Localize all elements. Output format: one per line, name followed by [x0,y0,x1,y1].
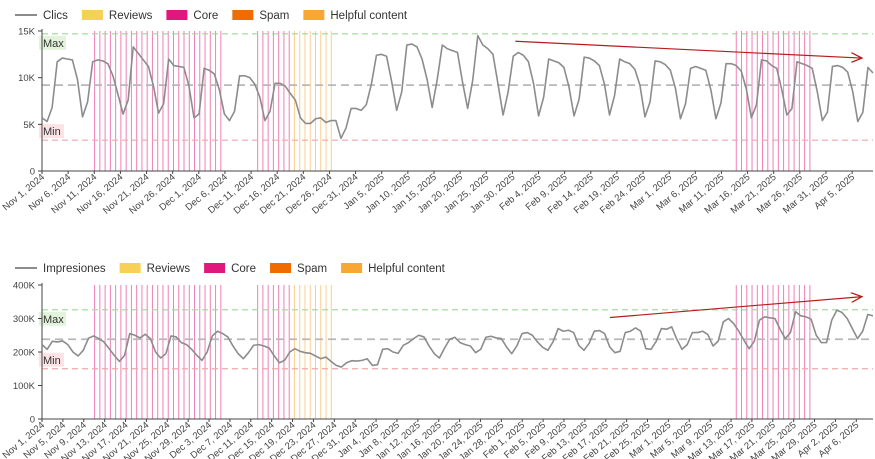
legend-box-swatch [341,263,363,273]
trend-arrow [609,297,861,319]
legend-box-swatch [166,10,188,20]
update-bands [94,31,811,171]
legend-label: Spam [259,10,289,22]
reference-lines: Max Min [39,33,873,141]
legend-box-swatch [204,263,226,273]
legend-item-helpful-content[interactable]: Helpful content [303,10,408,22]
y-tick-label: 10K [18,73,36,84]
series-line-impresiones [41,309,874,368]
y-tick-label: 100K [13,381,36,392]
legend-label: Reviews [147,263,191,275]
legend: Clics Reviews Core Spam Helpful content [15,10,408,22]
legend-label: Helpful content [330,10,408,22]
legend-item-spam[interactable]: Spam [232,10,289,22]
legend-label: Clics [43,10,68,22]
reference-lines: Max Min [39,309,873,370]
legend-item-impresiones[interactable]: Impresiones [15,263,106,275]
series-line-clics [41,34,874,140]
band-helpful [293,31,332,171]
update-bands [94,285,811,419]
legend: Impresiones Reviews Core Spam Helpful conten… [15,263,446,275]
y-tick-label: 0 [30,167,35,178]
y-tick-label: 0 [30,415,35,426]
band-core [735,285,811,419]
band-core [94,285,222,419]
clicks-chart: Clics Reviews Core Spam Helpful content Max Mi… [1,10,874,217]
y-tick-label: 200K [13,348,36,359]
legend-item-clics[interactable]: Clics [15,10,68,22]
band-helpful [293,285,332,419]
impressions-chart: Impresiones Reviews Core Spam Helpful conten… [1,263,874,459]
band-core [257,285,290,419]
trend-arrow [515,40,861,58]
legend-box-swatch [303,10,325,20]
legend-item-core[interactable]: Core [204,263,256,275]
max-label: Max [43,314,64,326]
max-label: Max [43,38,64,50]
legend-label: Reviews [109,10,153,22]
max-badge [39,311,66,326]
legend-item-reviews[interactable]: Reviews [119,263,191,275]
legend-box-swatch [81,10,103,20]
legend-box-swatch [119,263,141,273]
legend-item-core[interactable]: Core [166,10,218,22]
legend-label: Impresiones [43,263,106,275]
band-core [257,31,290,171]
min-label: Min [43,126,61,138]
y-tick-label: 400K [13,281,36,292]
legend-label: Spam [297,263,327,275]
legend-item-reviews[interactable]: Reviews [81,10,153,22]
min-label: Min [43,355,61,367]
band-core [94,31,222,171]
legend-label: Core [193,10,218,22]
y-tick-label: 300K [13,314,36,325]
legend-item-spam[interactable]: Spam [270,263,327,275]
min-badge [39,124,64,139]
legend-box-swatch [232,10,254,20]
legend-box-swatch [270,263,292,273]
y-tick-label: 5K [23,120,35,131]
max-badge [39,35,66,50]
min-badge [39,352,64,367]
y-tick-label: 15K [18,27,36,38]
legend-item-helpful-content[interactable]: Helpful content [341,263,446,275]
legend-label: Core [231,263,256,275]
legend-label: Helpful content [368,263,446,275]
